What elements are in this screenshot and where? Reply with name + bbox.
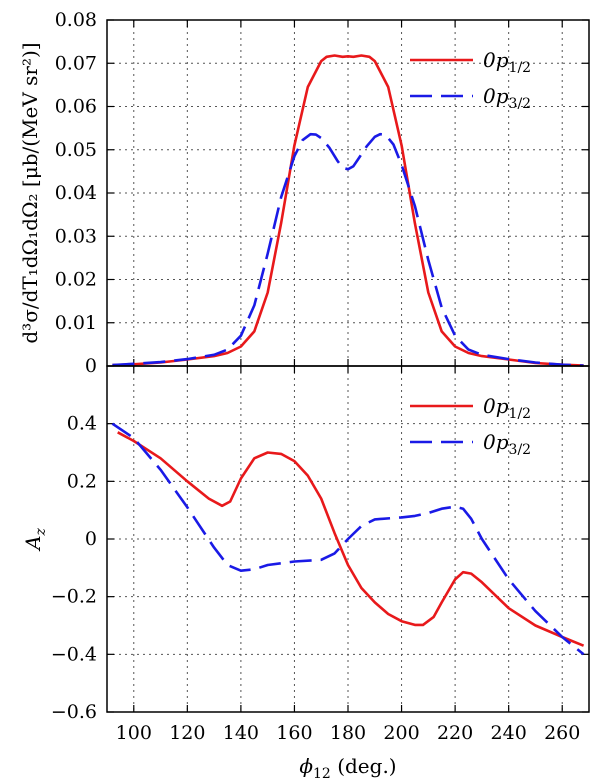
- panel1-y-tick-label: 0.04: [55, 182, 97, 204]
- panel2-x-tick-label: 120: [169, 722, 205, 744]
- panel2-x-tick-label: 260: [544, 722, 580, 744]
- panel2-y-tick-label: −0.4: [51, 643, 97, 665]
- panel2-series-line-blue: [111, 422, 585, 656]
- panel2: −0.6 −0.4 −0.2 0 0.2 0.4 100 120 140 160 180 200 220…: [21, 365, 590, 781]
- panel2-y-tick-label: 0.4: [67, 413, 97, 435]
- panel2-y-tick-label: −0.6: [51, 701, 97, 723]
- panel2-x-tick-label: 220: [437, 722, 473, 744]
- panel2-x-tick-label: 100: [116, 722, 152, 744]
- panel1-y-tick-label: 0: [85, 355, 97, 377]
- panel2-series-line-red: [117, 431, 585, 647]
- panel1-y-tick-label: 0.06: [55, 96, 97, 118]
- panel1-y-tick-label: 0.05: [55, 139, 97, 161]
- panel2-x-tick-label: 140: [223, 722, 259, 744]
- panel2-x-tick-label: 160: [276, 722, 312, 744]
- panel1-y-tick-label: 0.07: [55, 52, 97, 74]
- panel2-legend-label: 0p1/2: [483, 394, 531, 422]
- panel2-x-tick-label: 200: [383, 722, 419, 744]
- panel1-y-tick-label: 0.02: [55, 269, 97, 291]
- panel2-legend-label: 0p3/2: [483, 430, 531, 458]
- panel2-y-tick-label: −0.2: [51, 586, 97, 608]
- panel2-y-axis-label: Az: [21, 527, 49, 551]
- panel1: 00.010.020.030.040.050.060.070.080p1/20p…: [18, 9, 590, 377]
- panel2-x-tick-label: 180: [330, 722, 366, 744]
- panel2-y-tick-label: 0.2: [67, 470, 97, 492]
- panel1-y-tick-label: 0.01: [55, 312, 97, 334]
- panel1-y-tick-label: 0.08: [55, 9, 97, 31]
- panel2-x-tick-label: 240: [491, 722, 527, 744]
- panel1-series-line-blue: [112, 132, 584, 367]
- panel1-series-line-red: [112, 54, 584, 367]
- panel2-y-tick-label: 0: [85, 528, 97, 550]
- panel1-legend: 0p1/2 0p3/2: [410, 48, 531, 112]
- panel1-legend-label: 0p1/2: [483, 48, 531, 76]
- panel1-legend-label: 0p3/2: [483, 84, 531, 112]
- panel1-y-axis-label: d³σ/dT₁dΩ₁dΩ₂ [μb/(MeV sr²)]: [18, 42, 42, 343]
- panel2-frame: [106, 365, 590, 713]
- panel1-y-tick-label: 0.03: [55, 225, 97, 247]
- panel2-legend: 0p1/2 0p3/2: [410, 394, 531, 458]
- panel2-x-axis-label: ϕ12 (deg.): [299, 754, 396, 781]
